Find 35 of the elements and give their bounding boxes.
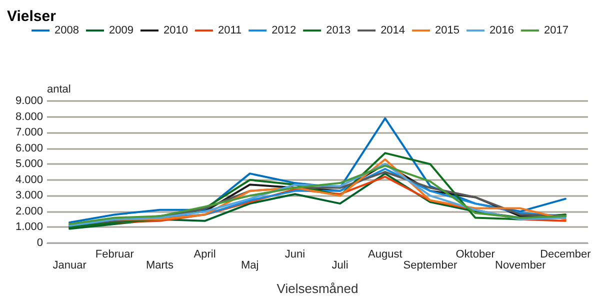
legend-label: 2010	[163, 24, 188, 36]
x-tick-label: August	[368, 248, 402, 260]
x-tick-label: September	[403, 260, 458, 272]
x-tick-label: Juli	[332, 260, 348, 272]
legend-label: 2015	[435, 24, 460, 36]
legend-label: 2014	[380, 24, 406, 36]
legend-label: 2013	[326, 24, 351, 36]
x-tick-label: April	[194, 248, 216, 260]
y-tick-label: 0	[36, 237, 43, 249]
y-tick-label: 2.000	[15, 205, 43, 218]
x-tick-label: Juni	[284, 248, 306, 260]
y-tick-label: 8.000	[15, 110, 43, 123]
y-tick-label: 3.000	[15, 190, 43, 202]
x-tick-label: Februar	[95, 248, 134, 260]
legend-label: 2012	[272, 24, 296, 36]
chart-title: Vielser	[7, 8, 56, 25]
x-tick-label: Januar	[52, 260, 87, 272]
y-tick-label: 5.000	[15, 158, 43, 170]
legend-label: 2017	[544, 24, 568, 36]
x-tick-label: Maj	[241, 260, 259, 272]
legend-label: 2008	[54, 24, 80, 36]
legend-label: 2016	[490, 24, 514, 36]
legend-label: 2009	[109, 24, 134, 36]
x-tick-label: Marts	[146, 260, 174, 272]
legend-label: 2011	[218, 24, 242, 36]
x-tick-label: December	[540, 248, 592, 260]
x-tick-label: Oktober	[456, 248, 496, 260]
y-tick-label: 1.000	[15, 221, 43, 234]
y-tick-label: 7.000	[15, 126, 43, 139]
y-tick-label: 6.000	[15, 142, 43, 154]
x-tick-label: November	[495, 260, 546, 272]
y-tick-label: 9.000	[15, 95, 43, 107]
y-axis-title: antal	[47, 84, 71, 96]
y-tick-label: 4.000	[15, 174, 43, 186]
x-axis-title: Vielsesmåned	[276, 281, 358, 296]
